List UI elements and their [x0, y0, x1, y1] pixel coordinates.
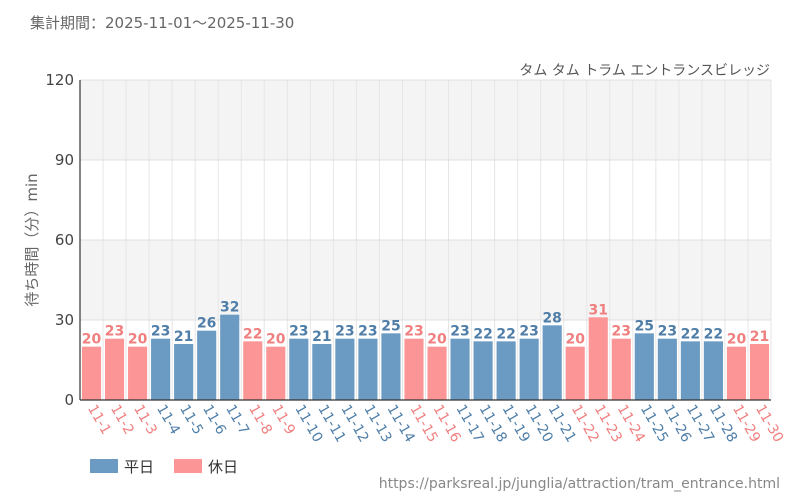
x-tick-11-1: 11-1: [84, 402, 114, 438]
bar-11-26: [657, 338, 677, 400]
bar-11-8: [243, 341, 263, 400]
data-label-11-13: 23: [358, 324, 377, 340]
data-label-11-21: 28: [542, 310, 561, 326]
bar-11-29: [726, 346, 747, 400]
source-url[interactable]: https://parksreal.jp/junglia/attraction/…: [379, 476, 780, 492]
bar-11-27: [680, 341, 700, 400]
legend-swatch-holiday: [174, 459, 202, 473]
x-tick-labels: 11-111-211-311-411-511-611-711-811-911-1…: [84, 402, 786, 445]
bar-11-30: [749, 344, 770, 400]
x-tick-11-5: 11-5: [176, 402, 206, 438]
data-label-11-5: 21: [174, 329, 193, 345]
x-tick-11-3: 11-3: [130, 402, 160, 438]
bar-11-5: [174, 344, 194, 400]
axes: [79, 80, 771, 401]
data-label-11-2: 23: [105, 324, 124, 340]
bars: [81, 314, 770, 400]
bar-11-15: [404, 338, 424, 400]
bar-11-23: [588, 317, 608, 400]
bar-11-11: [312, 344, 332, 400]
data-label-11-7: 32: [220, 300, 239, 316]
data-label-11-25: 25: [635, 318, 654, 334]
bar-11-17: [450, 338, 470, 400]
data-label-11-19: 22: [496, 326, 515, 342]
data-label-11-22: 20: [565, 332, 585, 348]
bar-11-10: [289, 338, 309, 400]
data-label-11-20: 23: [519, 324, 538, 340]
data-label-11-6: 26: [197, 316, 216, 332]
data-label-11-30: 21: [750, 329, 769, 345]
bar-11-3: [128, 346, 148, 400]
bar-11-9: [266, 346, 286, 400]
bar-11-16: [427, 346, 447, 400]
bar-11-7: [220, 314, 240, 400]
data-label-11-17: 23: [450, 324, 469, 340]
bar-11-12: [335, 338, 355, 400]
x-tick-11-4: 11-4: [153, 402, 183, 438]
legend-swatch-weekday: [90, 459, 118, 473]
bar-11-2: [104, 338, 125, 400]
bar-11-21: [542, 325, 562, 400]
bar-11-25: [634, 333, 654, 400]
data-label-11-12: 23: [335, 324, 354, 340]
data-label-11-28: 22: [704, 326, 723, 342]
y-tick-60: 60: [55, 231, 74, 249]
x-tick-11-6: 11-6: [199, 402, 229, 438]
data-label-11-24: 23: [612, 324, 631, 340]
bar-11-18: [473, 341, 493, 400]
bar-11-19: [496, 341, 516, 400]
bar-11-24: [611, 338, 631, 400]
bar-11-4: [151, 338, 171, 400]
legend: 平日 休日: [90, 458, 238, 476]
bar-11-28: [703, 341, 723, 400]
data-label-11-27: 22: [681, 326, 700, 342]
bar-11-14: [381, 333, 401, 400]
y-axis-label: 待ち時間（分）min: [23, 173, 41, 306]
data-label-11-23: 31: [589, 302, 608, 318]
data-label-11-9: 20: [266, 332, 286, 348]
period-label: 集計期間：2025-11-01〜2025-11-30: [30, 14, 294, 32]
x-tick-11-2: 11-2: [107, 402, 137, 438]
data-label-11-8: 22: [243, 326, 262, 342]
data-label-11-4: 23: [151, 324, 170, 340]
data-label-11-1: 20: [82, 332, 102, 348]
bar-11-1: [81, 346, 102, 400]
data-label-11-3: 20: [128, 332, 148, 348]
legend-label-holiday: 休日: [208, 458, 238, 476]
legend-label-weekday: 平日: [124, 458, 154, 476]
data-label-11-15: 23: [404, 324, 423, 340]
bar-11-13: [358, 338, 378, 400]
x-tick-11-8: 11-8: [245, 402, 275, 438]
data-label-11-16: 20: [427, 332, 447, 348]
x-tick-11-7: 11-7: [222, 402, 252, 438]
x-tick-11-9: 11-9: [268, 402, 298, 438]
data-label-11-18: 22: [473, 326, 492, 342]
y-tick-0: 0: [64, 391, 74, 409]
data-label-11-29: 20: [727, 332, 747, 348]
data-label-11-26: 23: [658, 324, 677, 340]
attraction-title: タム タム トラム エントランスビレッジ: [519, 63, 770, 79]
y-tick-labels: 0 30 60 90 120: [45, 71, 74, 409]
bar-11-6: [197, 330, 217, 400]
bar-11-22: [565, 346, 585, 400]
data-label-11-11: 21: [312, 329, 331, 345]
y-tick-120: 120: [45, 71, 74, 89]
y-tick-30: 30: [55, 311, 74, 329]
data-label-11-14: 25: [381, 318, 400, 334]
y-tick-90: 90: [55, 151, 74, 169]
data-label-11-10: 23: [289, 324, 308, 340]
bar-11-20: [519, 338, 539, 400]
